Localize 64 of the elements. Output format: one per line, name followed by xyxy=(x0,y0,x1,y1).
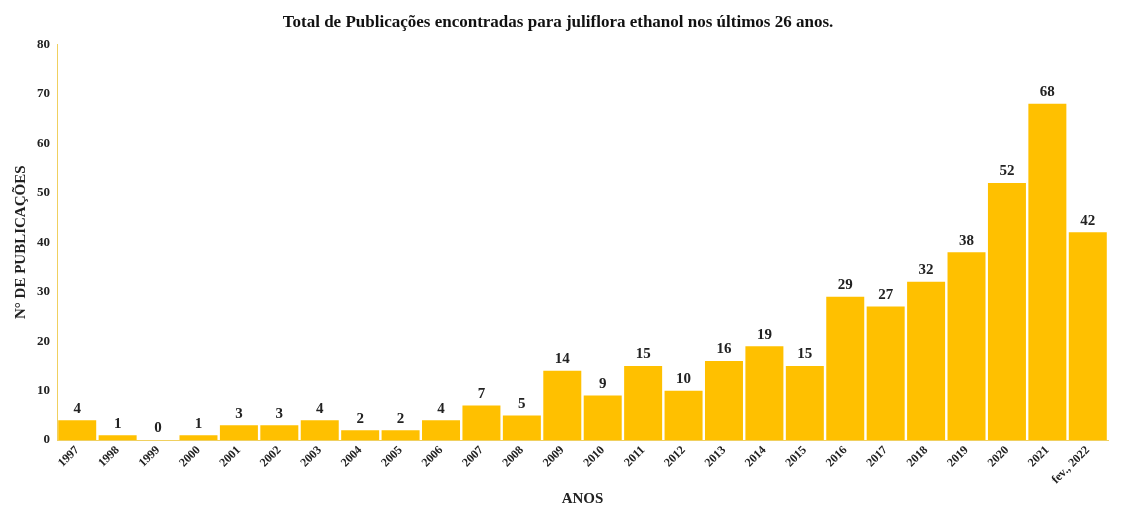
bar xyxy=(341,430,380,441)
data-label: 0 xyxy=(154,419,162,436)
data-label: 52 xyxy=(999,162,1015,179)
data-label: 4 xyxy=(437,399,446,416)
bar xyxy=(543,370,582,441)
data-label: 15 xyxy=(797,345,813,362)
y-tick-label: 30 xyxy=(37,283,50,299)
bar xyxy=(58,420,97,441)
bar xyxy=(219,425,258,441)
data-label: 16 xyxy=(716,340,732,357)
data-label: 3 xyxy=(235,404,243,421)
bar xyxy=(98,435,137,441)
data-label: 2 xyxy=(396,409,405,426)
bar xyxy=(462,405,501,441)
data-label: 2 xyxy=(356,409,364,426)
bar xyxy=(1028,103,1067,441)
x-tick-label: 1999 xyxy=(135,442,163,470)
data-label: 42 xyxy=(1080,211,1096,228)
y-tick-label: 50 xyxy=(37,184,50,200)
bar xyxy=(866,306,905,441)
data-label: 3 xyxy=(275,404,284,421)
data-label: 1 xyxy=(194,414,203,431)
data-label: 68 xyxy=(1039,83,1055,100)
bar xyxy=(381,430,420,441)
data-label: 29 xyxy=(837,276,853,293)
data-label: 19 xyxy=(756,325,772,342)
data-label: 1 xyxy=(113,414,122,431)
data-label: 14 xyxy=(554,350,571,367)
bar xyxy=(179,435,218,441)
bar xyxy=(422,420,461,441)
data-label: 15 xyxy=(635,345,651,362)
y-tick-label: 40 xyxy=(37,233,50,249)
data-label: 32 xyxy=(918,261,934,278)
bar xyxy=(745,346,784,441)
data-label: 27 xyxy=(878,285,894,302)
data-label: 7 xyxy=(477,384,486,401)
y-axis-title: N° DE PUBLICAÇÕES xyxy=(10,165,28,320)
bar xyxy=(785,365,824,441)
bar xyxy=(987,182,1026,441)
data-label: 9 xyxy=(598,374,607,391)
data-label: 10 xyxy=(676,370,692,387)
bar xyxy=(907,281,946,441)
data-label: 38 xyxy=(959,231,975,248)
bar xyxy=(1068,232,1107,441)
bar xyxy=(704,360,743,441)
bar xyxy=(947,252,986,441)
data-label: 5 xyxy=(518,394,526,411)
bar xyxy=(624,365,663,441)
y-tick-label: 20 xyxy=(37,332,50,348)
bar xyxy=(583,395,622,441)
chart-title: Total de Publicações encontradas para juliflora ethanol nos últimos 26 anos. xyxy=(282,11,834,31)
y-tick-label: 0 xyxy=(43,431,50,447)
y-tick-label: 60 xyxy=(37,134,50,150)
bar xyxy=(260,425,299,441)
y-tick-label: 10 xyxy=(37,382,50,398)
data-label: 4 xyxy=(316,399,324,416)
bar xyxy=(664,390,703,441)
bar xyxy=(826,296,865,441)
bar xyxy=(502,415,541,441)
data-label: 4 xyxy=(73,399,82,416)
x-axis-title: ANOS xyxy=(561,489,604,506)
bar xyxy=(300,420,339,441)
y-tick-label: 70 xyxy=(37,85,50,101)
y-tick-label: 80 xyxy=(37,35,50,51)
